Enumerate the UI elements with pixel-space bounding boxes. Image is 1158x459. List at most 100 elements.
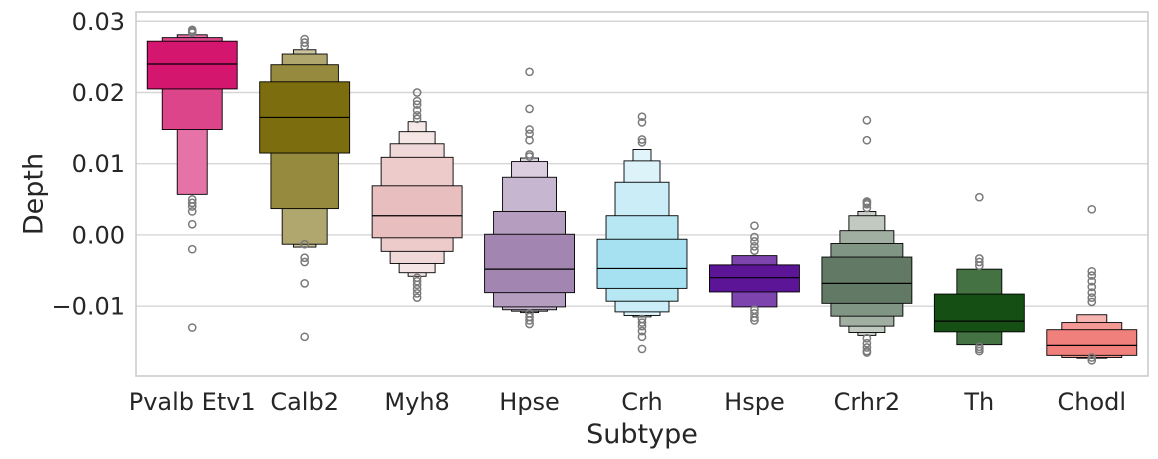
outlier-point [1087, 297, 1097, 307]
y-tick-label: 0.00 [72, 221, 125, 249]
x-tick-label: Pvalb Etv1 [129, 388, 256, 416]
outlier-point [1087, 282, 1097, 292]
outlier-point [637, 321, 647, 331]
outlier-point [412, 88, 422, 97]
outlier-point [862, 199, 872, 209]
outlier-points [187, 25, 1097, 365]
outlier-point [862, 348, 872, 357]
outlier-point [525, 152, 534, 161]
outlier-point [412, 289, 422, 298]
outlier-point [525, 316, 534, 325]
boxen-groups [146, 34, 1138, 359]
outlier-point [974, 257, 984, 267]
outlier-point [300, 279, 310, 288]
outlier-point [412, 284, 422, 294]
x-axis-title: Subtype [586, 419, 698, 450]
outlier-point [1087, 276, 1097, 286]
outlier-point [412, 110, 422, 120]
outlier-point [750, 313, 759, 322]
outlier-point [750, 221, 759, 231]
outlier-point [862, 115, 872, 125]
outlier-point [525, 104, 534, 114]
outlier-point [974, 261, 984, 270]
outlier-point [637, 326, 647, 336]
x-tick-label: Myh8 [384, 388, 449, 416]
outlier-point [187, 244, 197, 254]
outlier-point [637, 118, 647, 127]
y-tick-label: 0.01 [72, 150, 125, 178]
boxen-box [596, 238, 688, 289]
x-tick-label: Chodl [1057, 388, 1126, 416]
boxen-group [259, 49, 351, 248]
y-tick-label: 0.02 [72, 79, 125, 107]
outlier-point [1087, 355, 1097, 365]
outlier-point [412, 293, 422, 302]
boxen-group [709, 255, 800, 308]
outlier-point [637, 344, 647, 354]
y-axis-title: Depth [18, 153, 49, 235]
x-tick-labels: Pvalb Etv1 Calb2 Myh8 Hpse Crh Hspe Crhr2 Th Cho… [129, 388, 1126, 416]
outlier-point [974, 192, 984, 202]
x-tick-label: Crh [621, 388, 662, 416]
outlier-point [300, 239, 310, 249]
y-tick-label: −0.01 [51, 293, 125, 321]
outlier-point [187, 198, 197, 208]
boxen-box [146, 40, 238, 90]
outlier-point [1087, 293, 1097, 302]
outlier-point [1087, 266, 1097, 276]
outlier-point [412, 105, 422, 115]
x-tick-label: Crhr2 [834, 388, 901, 416]
outlier-point [300, 38, 310, 47]
boxen-group [933, 268, 1025, 346]
outlier-point [1087, 271, 1097, 280]
outlier-point [1087, 353, 1097, 362]
outlier-point [525, 125, 534, 134]
boxen-group [821, 211, 913, 336]
boxen-box [709, 264, 800, 293]
outlier-point [300, 41, 310, 51]
outlier-point [300, 257, 310, 267]
outlier-point [300, 332, 310, 342]
outlier-point [637, 135, 647, 144]
outlier-point [750, 246, 759, 255]
outlier-point [750, 316, 759, 325]
x-tick-label: Hpse [499, 388, 560, 416]
boxen-box [484, 233, 575, 294]
boxen-group [484, 157, 575, 314]
outlier-point [525, 67, 534, 77]
plot-frame [135, 11, 1149, 377]
outlier-point [187, 28, 197, 38]
boxen-group [1046, 314, 1138, 359]
outlier-point [637, 112, 647, 122]
outlier-point [750, 242, 759, 251]
outlier-point [637, 318, 647, 327]
outlier-point [412, 100, 422, 109]
boxen-box [821, 256, 913, 304]
boxen-group [596, 149, 688, 318]
outlier-point [862, 203, 872, 213]
outlier-point [750, 232, 759, 242]
outlier-point [412, 96, 422, 106]
outlier-point [974, 346, 984, 356]
outlier-point [187, 323, 197, 332]
x-tick-label: Calb2 [270, 388, 339, 416]
x-tick-label: Hspe [724, 388, 785, 416]
outlier-point [187, 219, 197, 229]
outlier-point [862, 343, 872, 352]
outlier-point [637, 138, 647, 147]
outlier-point [300, 253, 310, 263]
outlier-point [1087, 204, 1097, 214]
outlier-point [412, 280, 422, 290]
x-tick-label: Th [963, 388, 994, 416]
outlier-point [525, 129, 534, 139]
outlier-point [187, 202, 197, 211]
outlier-point [637, 332, 647, 342]
boxen-box [933, 293, 1025, 333]
outlier-point [525, 319, 534, 329]
y-tick-label: 0.03 [72, 8, 125, 36]
outlier-point [862, 135, 872, 145]
outlier-point [525, 135, 534, 145]
outlier-point [750, 237, 759, 246]
outlier-point [862, 333, 872, 343]
